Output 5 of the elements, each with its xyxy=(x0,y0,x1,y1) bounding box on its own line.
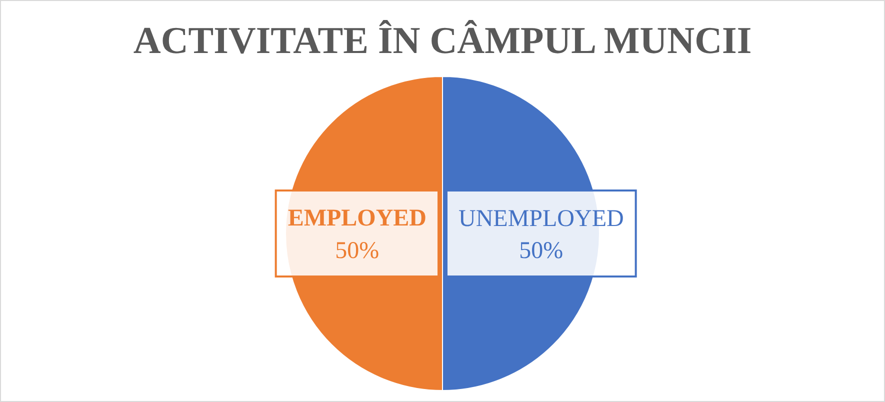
slice-label: EMPLOYED xyxy=(288,206,426,232)
chart-title: ACTIVITATE ÎN CÂMPUL MUNCII xyxy=(132,19,753,63)
data-label: 50% xyxy=(335,238,380,264)
data-label: 50% xyxy=(519,238,564,264)
slice-label: UNEMPLOYED xyxy=(458,206,624,232)
